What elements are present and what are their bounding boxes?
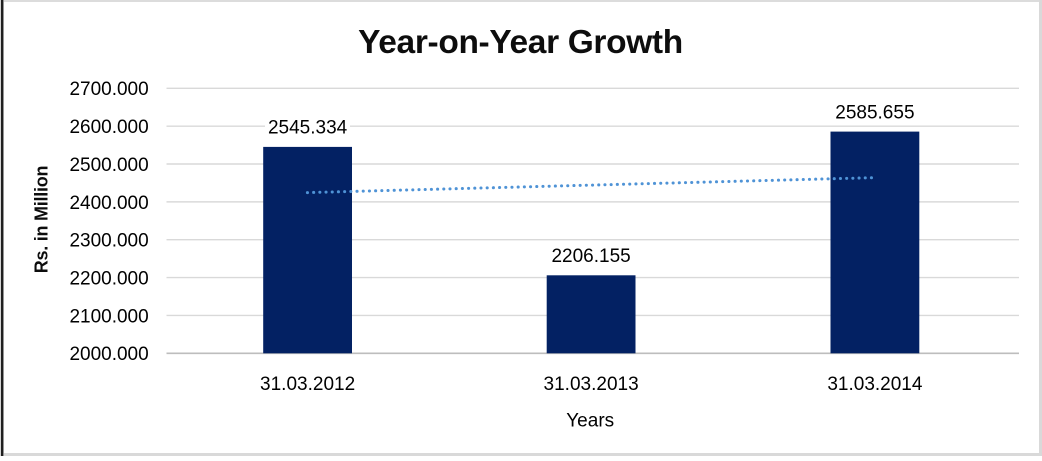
svg-text:2700.000: 2700.000: [69, 79, 148, 100]
svg-text:2545.334: 2545.334: [268, 118, 348, 139]
svg-text:2100.000: 2100.000: [69, 306, 148, 327]
svg-text:2400.000: 2400.000: [69, 193, 148, 214]
svg-text:2585.655: 2585.655: [835, 102, 914, 123]
svg-text:Years: Years: [566, 411, 614, 432]
svg-text:31.03.2013: 31.03.2013: [544, 374, 639, 395]
svg-text:2000.000: 2000.000: [69, 344, 148, 365]
svg-text:31.03.2014: 31.03.2014: [827, 374, 923, 395]
svg-text:2200.000: 2200.000: [69, 268, 148, 289]
svg-text:2500.000: 2500.000: [69, 155, 148, 176]
svg-text:31.03.2012: 31.03.2012: [260, 374, 355, 395]
svg-text:2600.000: 2600.000: [69, 117, 148, 138]
svg-text:2206.155: 2206.155: [551, 246, 630, 267]
svg-text:Rs. in Million: Rs. in Million: [32, 166, 52, 274]
svg-text:Year-on-Year Growth: Year-on-Year Growth: [358, 24, 683, 61]
svg-text:2300.000: 2300.000: [69, 231, 148, 252]
